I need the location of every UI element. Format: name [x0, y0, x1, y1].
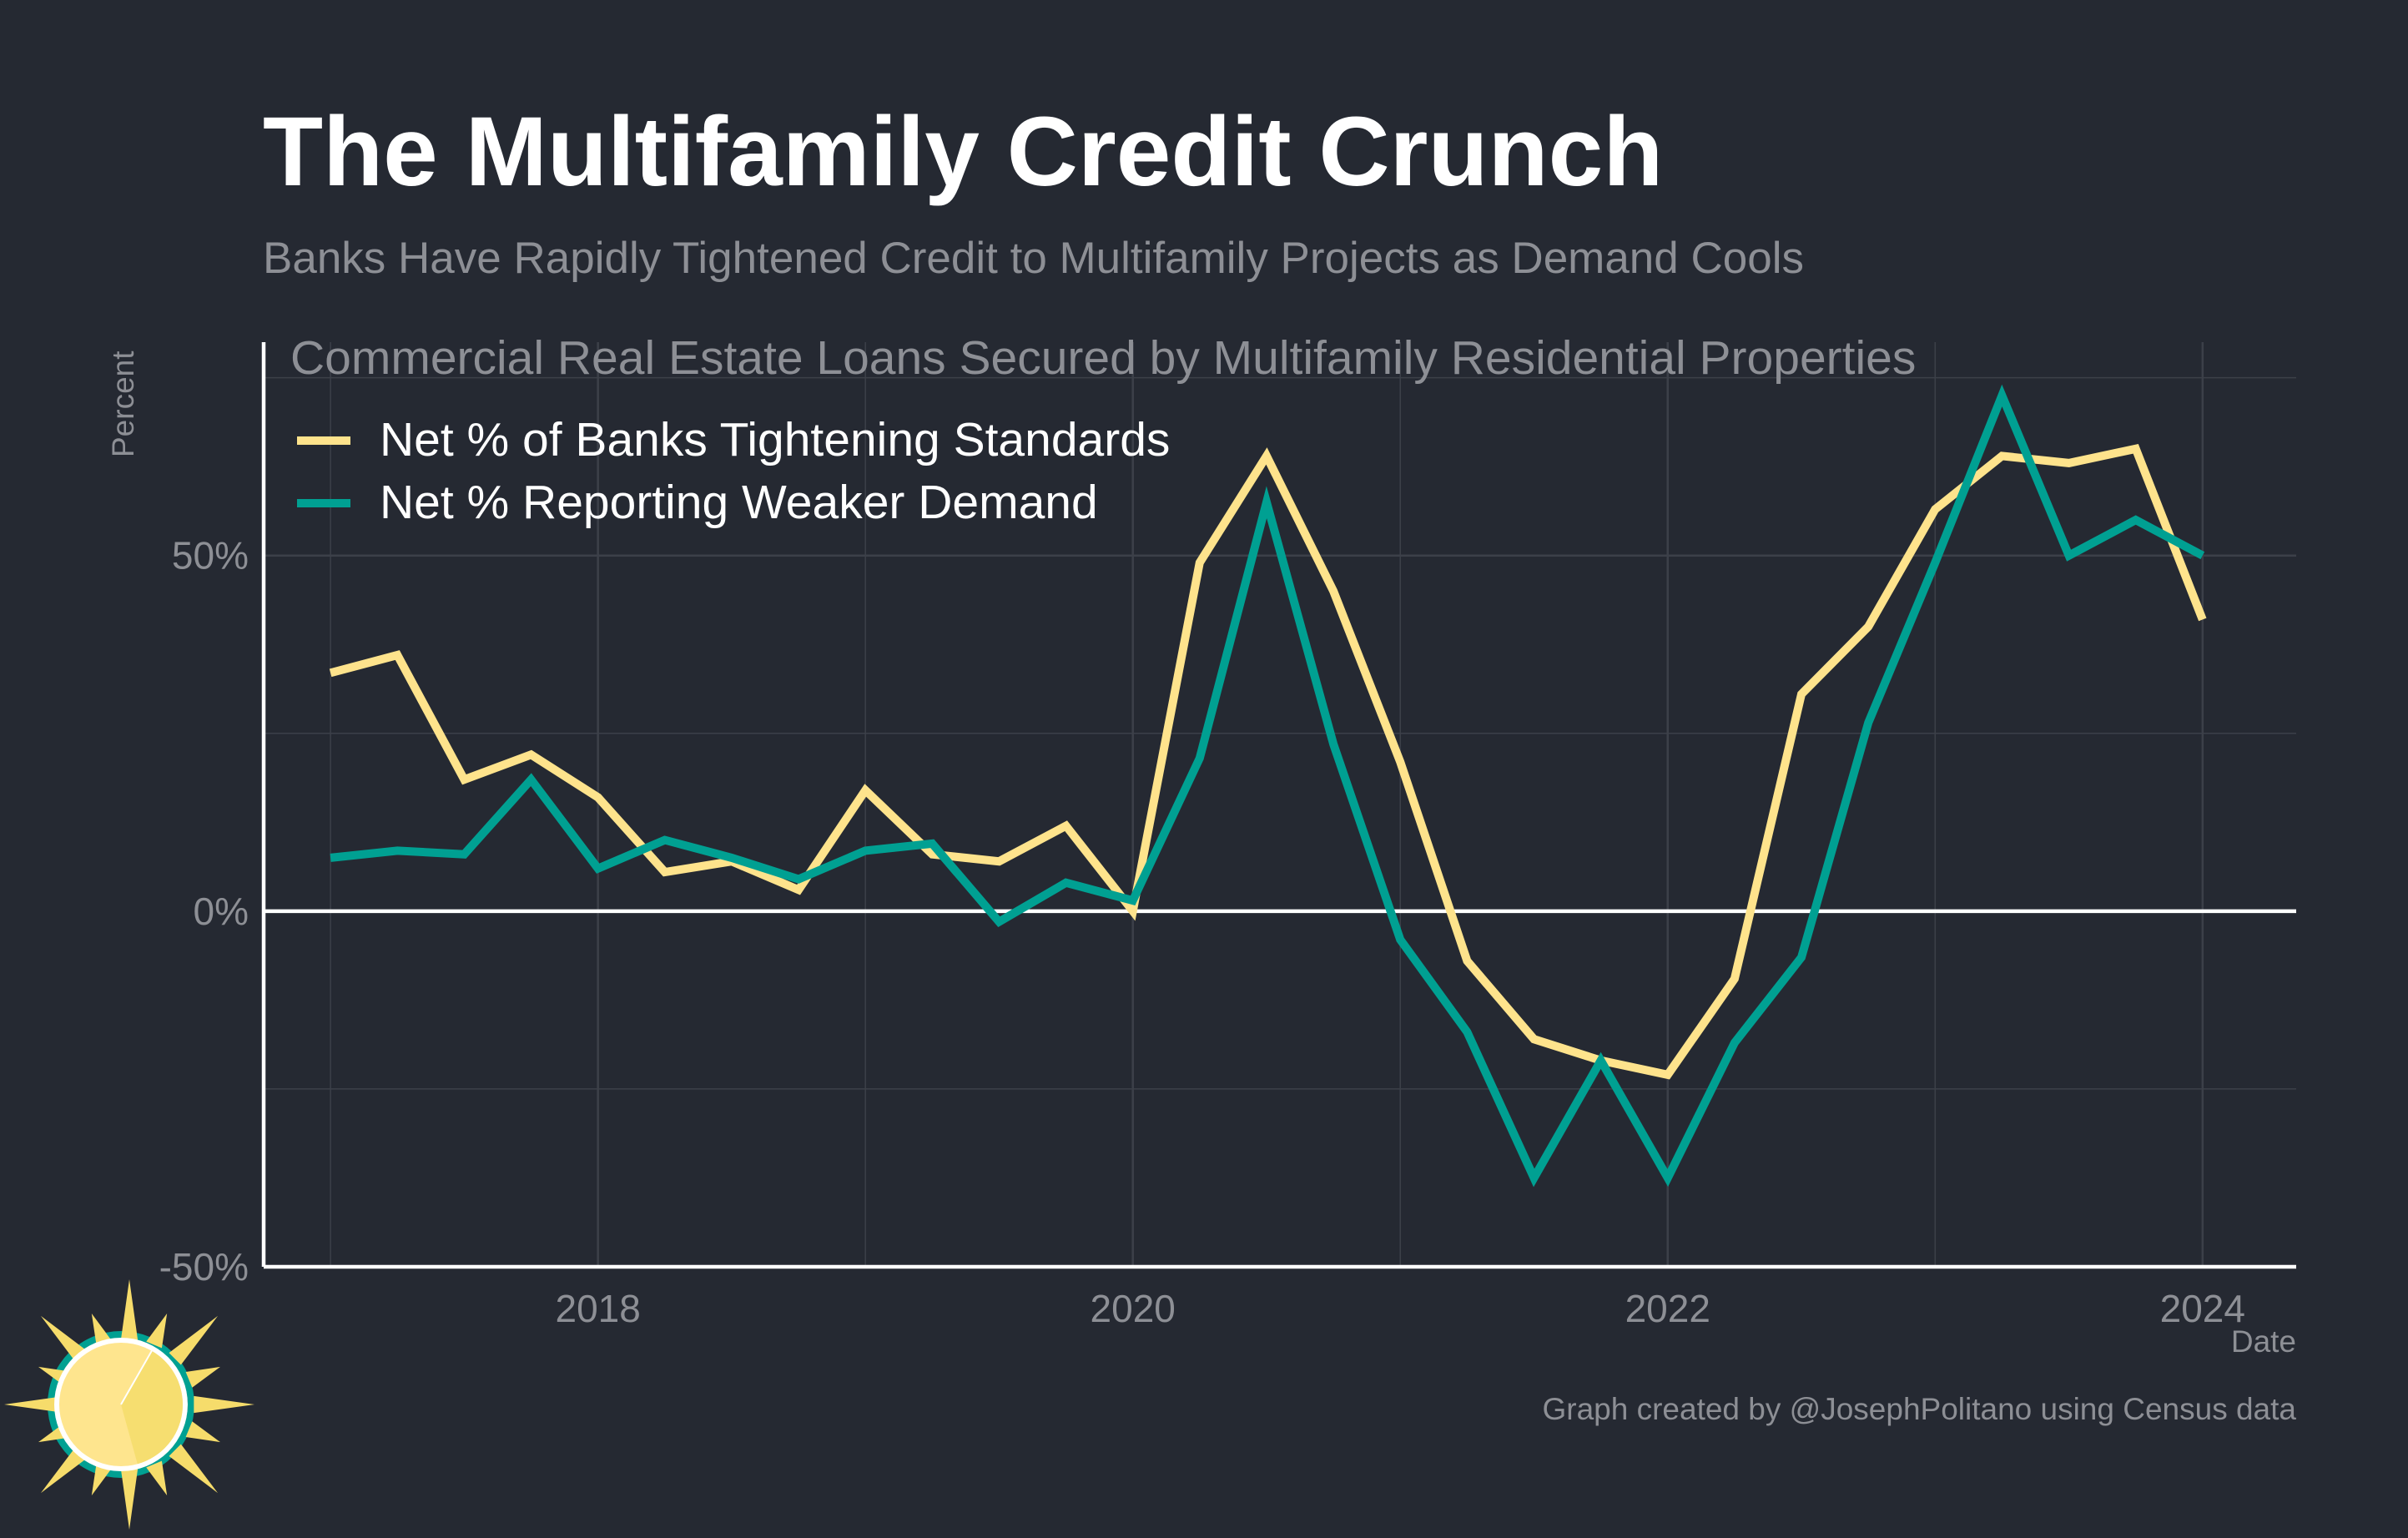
chart-subtitle: Banks Have Rapidly Tightened Credit to M… — [263, 234, 1804, 283]
sun-logo-icon — [4, 1279, 254, 1530]
y-tick-label: -50% — [159, 1245, 249, 1288]
series-line-1 — [330, 384, 2205, 1188]
legend-label-tightening: Net % of Banks Tightening Standards — [380, 413, 1170, 466]
y-tick-labels: -50% 0% 50% — [159, 534, 249, 1288]
legend: Net % of Banks Tightening Standards Net … — [297, 413, 1170, 529]
x-tick-label: 2018 — [555, 1287, 640, 1330]
x-tick-label: 2020 — [1091, 1287, 1176, 1330]
legend-label-demand: Net % Reporting Weaker Demand — [380, 476, 1098, 529]
x-tick-labels: 2018 2020 2022 2024 — [555, 1287, 2245, 1330]
y-tick-label: 50% — [172, 534, 249, 577]
chart-title: The Multifamily Credit Crunch — [263, 97, 1663, 207]
x-tick-label: 2022 — [1625, 1287, 1710, 1330]
series-lines — [329, 384, 2207, 1188]
caption: Graph created by @JosephPolitano using C… — [1542, 1392, 2296, 1426]
y-axis-label: Percent — [106, 350, 140, 457]
panel-title: Commercial Real Estate Loans Secured by … — [290, 331, 1916, 385]
y-tick-label: 0% — [194, 890, 249, 933]
x-axis-label: Date — [2231, 1324, 2296, 1359]
x-tick-label: 2024 — [2160, 1287, 2245, 1330]
